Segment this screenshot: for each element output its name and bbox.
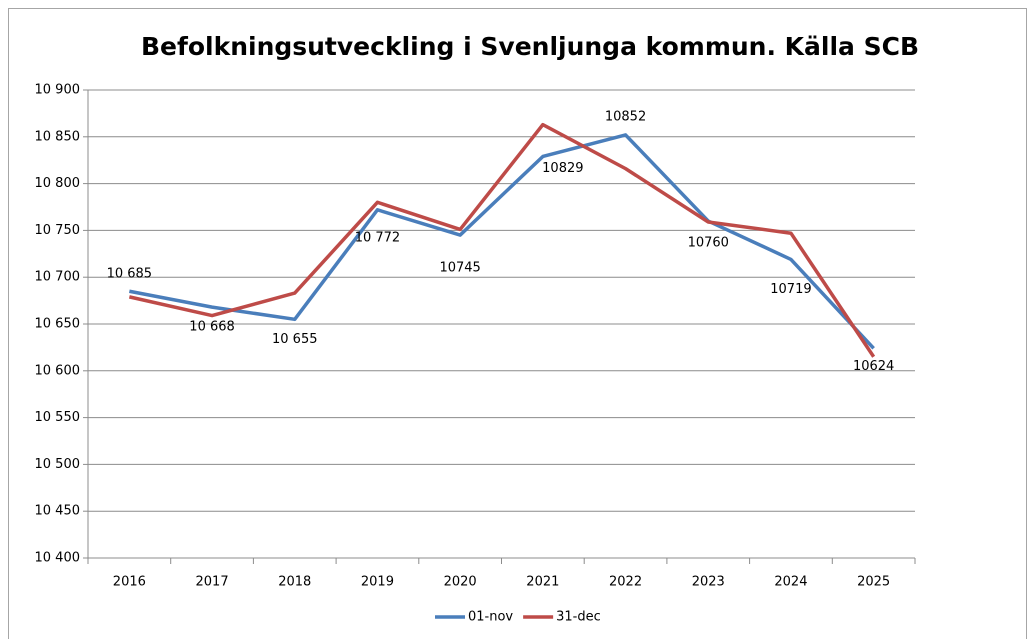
data-label: 10 668 (189, 320, 235, 335)
y-tick-label: 10 400 (35, 551, 81, 566)
data-label: 10760 (688, 236, 729, 251)
series-line (129, 133, 875, 350)
y-tick-label: 10 900 (35, 83, 81, 98)
data-label: 10852 (605, 109, 646, 124)
y-tick-label: 10 850 (35, 129, 81, 144)
data-label: 10829 (542, 161, 583, 176)
series-line (128, 122, 876, 358)
data-label: 10719 (770, 282, 811, 297)
x-tick-label: 2019 (361, 575, 394, 590)
x-tick-label: 2018 (278, 575, 311, 590)
y-tick-label: 10 700 (35, 270, 81, 285)
data-label: 10 685 (107, 267, 153, 282)
y-tick-label: 10 750 (35, 223, 81, 238)
x-tick-label: 2022 (609, 575, 642, 590)
x-tick-label: 2016 (113, 575, 146, 590)
legend-label: 31-dec (556, 610, 601, 625)
x-tick-label: 2025 (857, 575, 890, 590)
x-tick-label: 2021 (526, 575, 559, 590)
data-label: 10745 (439, 261, 480, 276)
data-label: 10 655 (272, 332, 318, 347)
y-tick-label: 10 550 (35, 410, 81, 425)
y-tick-label: 10 600 (35, 363, 81, 378)
chart-title: Befolkningsutveckling i Svenljunga kommu… (141, 32, 919, 61)
y-tick-label: 10 450 (35, 504, 81, 519)
y-tick-label: 10 650 (35, 317, 81, 332)
x-tick-label: 2024 (774, 575, 807, 590)
x-tick-label: 2020 (444, 575, 477, 590)
y-tick-label: 10 800 (35, 176, 81, 191)
legend-label: 01-nov (468, 610, 513, 625)
x-tick-label: 2017 (196, 575, 229, 590)
x-tick-label: 2023 (692, 575, 725, 590)
data-label: 10624 (853, 359, 894, 374)
data-label: 10 772 (355, 230, 401, 245)
y-tick-label: 10 500 (35, 457, 81, 472)
